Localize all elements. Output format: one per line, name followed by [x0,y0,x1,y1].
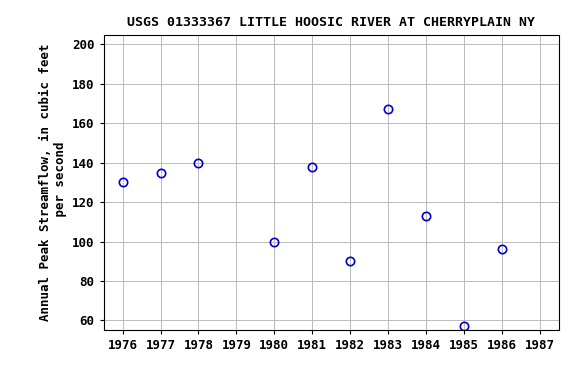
Y-axis label: Annual Peak Streamflow, in cubic feet
 per second: Annual Peak Streamflow, in cubic feet pe… [39,44,67,321]
Title: USGS 01333367 LITTLE HOOSIC RIVER AT CHERRYPLAIN NY: USGS 01333367 LITTLE HOOSIC RIVER AT CHE… [127,16,535,29]
